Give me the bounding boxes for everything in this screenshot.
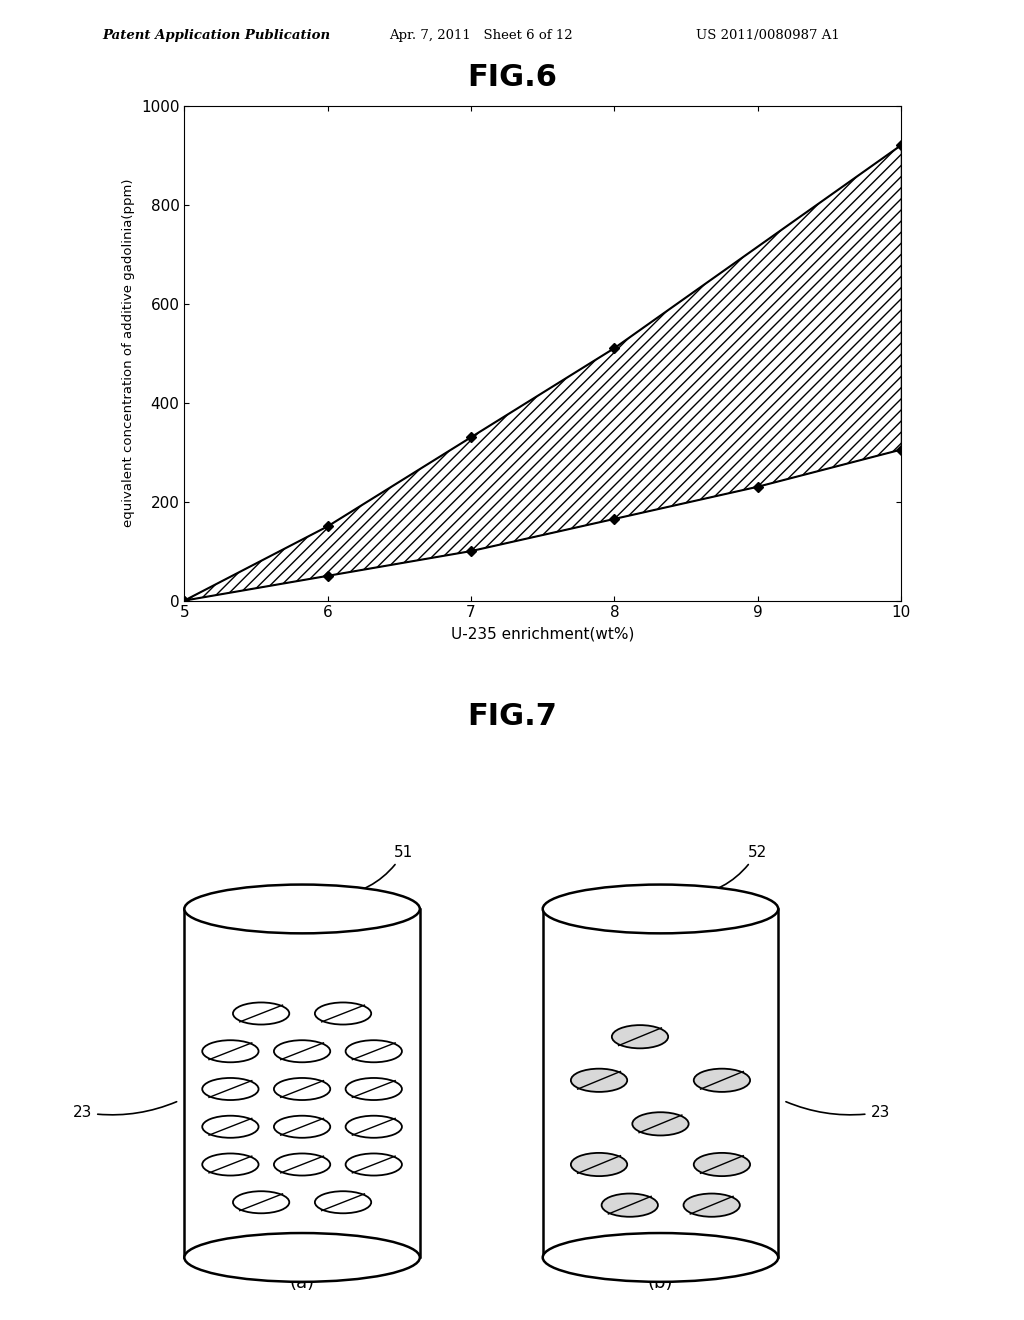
Ellipse shape	[345, 1078, 401, 1100]
Ellipse shape	[273, 1078, 330, 1100]
Text: (b): (b)	[648, 1274, 673, 1292]
Text: 23: 23	[785, 1102, 890, 1119]
Text: FIG.7: FIG.7	[467, 702, 557, 731]
Ellipse shape	[202, 1040, 258, 1063]
X-axis label: U-235 enrichment(wt%): U-235 enrichment(wt%)	[451, 626, 635, 642]
Ellipse shape	[633, 1113, 688, 1135]
Text: (a): (a)	[290, 1274, 314, 1292]
Ellipse shape	[571, 1069, 627, 1092]
Ellipse shape	[601, 1193, 657, 1217]
Ellipse shape	[273, 1040, 330, 1063]
Ellipse shape	[314, 1002, 371, 1024]
Ellipse shape	[273, 1154, 330, 1176]
Ellipse shape	[694, 1152, 750, 1176]
Y-axis label: equivalent concentration of additive gadolinia(ppm): equivalent concentration of additive gad…	[123, 178, 135, 528]
Ellipse shape	[184, 1233, 420, 1282]
Text: 23: 23	[73, 1102, 177, 1119]
Polygon shape	[543, 909, 778, 1258]
Polygon shape	[184, 909, 420, 1258]
Ellipse shape	[612, 1026, 668, 1048]
Ellipse shape	[202, 1115, 258, 1138]
Text: US 2011/0080987 A1: US 2011/0080987 A1	[696, 29, 840, 42]
Text: 52: 52	[689, 845, 767, 896]
Ellipse shape	[314, 1191, 371, 1213]
Text: Patent Application Publication: Patent Application Publication	[102, 29, 331, 42]
Ellipse shape	[273, 1115, 330, 1138]
Ellipse shape	[571, 1152, 627, 1176]
Text: Apr. 7, 2011   Sheet 6 of 12: Apr. 7, 2011 Sheet 6 of 12	[389, 29, 572, 42]
Ellipse shape	[202, 1078, 258, 1100]
Ellipse shape	[184, 884, 420, 933]
Ellipse shape	[202, 1154, 258, 1176]
Ellipse shape	[233, 1191, 290, 1213]
Ellipse shape	[543, 884, 778, 933]
Ellipse shape	[694, 1069, 750, 1092]
Ellipse shape	[345, 1115, 401, 1138]
Text: 51: 51	[336, 845, 414, 896]
Ellipse shape	[543, 1233, 778, 1282]
Ellipse shape	[345, 1154, 401, 1176]
Text: FIG.6: FIG.6	[467, 63, 557, 92]
Ellipse shape	[233, 1002, 290, 1024]
Ellipse shape	[345, 1040, 401, 1063]
Ellipse shape	[684, 1193, 739, 1217]
